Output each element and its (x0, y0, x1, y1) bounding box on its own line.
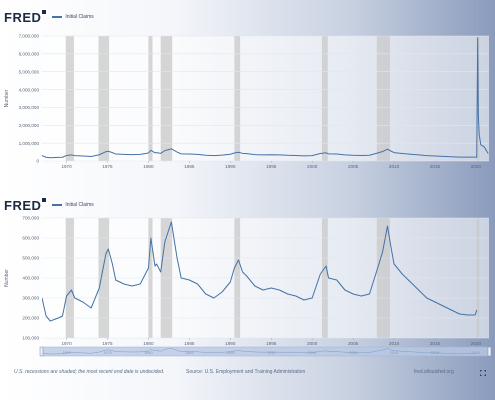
fred-logo[interactable]: FRED (4, 9, 47, 25)
recession-band (376, 36, 390, 161)
y-tick-label: 400,000 (22, 276, 39, 281)
expand-icon[interactable] (480, 370, 486, 376)
navigator-handle-left[interactable] (39, 346, 44, 357)
chart-header: FRED Initial Claims (4, 9, 94, 25)
series-line-initial-claims[interactable] (42, 37, 489, 159)
line-chart-full-range: 0 1,000,000 2,000,000 3,000,000 4,000,000 5,0… (4, 34, 489, 169)
source-note: Source: U.S. Employment and Training Adm… (186, 369, 306, 375)
x-tick-label: 1995 (266, 164, 277, 169)
x-tick-label: 1990 (225, 341, 236, 346)
line-chart-zoomed: 100,000 200,000 300,000 400,000 500,000 600,0… (4, 216, 492, 357)
x-tick-label: 2010 (389, 164, 400, 169)
navigator-tick-label: 1975 (103, 351, 111, 355)
site-link[interactable]: fred.stlouisfed.org (414, 369, 454, 375)
x-tick-label: 2015 (430, 164, 441, 169)
x-tick-label: 1975 (102, 341, 113, 346)
recession-band (160, 36, 173, 161)
navigator-tick-label: 2015 (431, 351, 439, 355)
y-tick-label: 500,000 (22, 256, 39, 261)
legend-line-icon (52, 16, 63, 18)
x-tick-label: 1995 (266, 341, 277, 346)
navigator-tick-label: 1980 (144, 351, 152, 355)
x-tick-label: 2010 (389, 341, 400, 346)
recession-band (98, 36, 110, 161)
navigator-handle-right[interactable] (487, 346, 492, 357)
chart-header: FRED Initial Claims (4, 197, 94, 213)
x-tick-label: 2000 (307, 164, 318, 169)
fred-logo[interactable]: FRED (4, 197, 47, 213)
navigator-tick-label: 2000 (308, 351, 316, 355)
recession-band (234, 36, 241, 161)
x-tick-label: 2005 (348, 164, 359, 169)
y-tick-label: 5,000,000 (19, 69, 40, 74)
recession-band (321, 36, 328, 161)
y-tick-label: 200,000 (22, 316, 39, 321)
y-tick-label: 6,000,000 (19, 52, 40, 57)
navigator-tick-label: 2020 (472, 351, 480, 355)
y-tick-label: 100,000 (22, 336, 39, 341)
navigator-series (41, 347, 477, 355)
x-tick-label: 2005 (348, 341, 359, 346)
x-tick-label: 1985 (184, 341, 195, 346)
y-tick-label: 700,000 (22, 216, 39, 221)
y-tick-label: 4,000,000 (19, 87, 40, 92)
y-axis-label: Number (4, 269, 10, 287)
navigator-tick-label: 2010 (390, 351, 398, 355)
navigator-tick-label: 2005 (349, 351, 357, 355)
x-tick-label: 1980 (143, 341, 154, 346)
y-tick-label: 1,000,000 (19, 141, 40, 146)
x-tick-label: 1975 (102, 164, 113, 169)
recession-band (148, 36, 153, 161)
x-tick-label: 1980 (143, 164, 154, 169)
y-tick-label: 600,000 (22, 236, 39, 241)
y-tick-label: 300,000 (22, 296, 39, 301)
navigator-tick-label: 1985 (185, 351, 193, 355)
y-tick-label: 3,000,000 (19, 105, 40, 110)
legend-line-icon (52, 204, 63, 206)
x-tick-label: 1990 (225, 164, 236, 169)
y-tick-label: 7,000,000 (19, 34, 40, 39)
plot-area (42, 36, 489, 161)
recession-band (65, 36, 74, 161)
chart-panel-top: FRED Initial Claims 0 1,000,000 2,000,000 3… (0, 9, 495, 172)
navigator-tick-label: 1970 (62, 351, 70, 355)
chart-panel-bottom: FRED Initial Claims 100,000 200,000 300,00… (0, 197, 495, 358)
recession-note: U.S. recessions are shaded; the most rec… (14, 369, 165, 375)
y-tick-label: 2,000,000 (19, 123, 40, 128)
legend-label: Initial Claims (65, 202, 94, 208)
y-tick-label: 0 (36, 159, 39, 164)
x-tick-label: 1970 (61, 164, 72, 169)
x-tick-label: 1970 (61, 341, 72, 346)
series-line-initial-claims[interactable] (42, 221, 478, 322)
navigator-tick-label: 1995 (267, 351, 275, 355)
legend-label: Initial Claims (65, 14, 94, 20)
navigator-tick-label: 1990 (226, 351, 234, 355)
y-axis-label: Number (4, 89, 10, 107)
x-tick-label: 2000 (307, 341, 318, 346)
x-tick-label: 2020 (471, 164, 482, 169)
x-tick-label: 2020 (471, 341, 482, 346)
x-tick-label: 1985 (184, 164, 195, 169)
x-tick-label: 2015 (430, 341, 441, 346)
